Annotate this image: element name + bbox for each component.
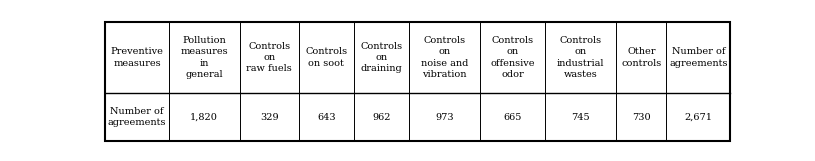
Text: Controls
on soot: Controls on soot	[305, 47, 347, 68]
Text: 643: 643	[317, 113, 336, 122]
Text: Controls
on
noise and
vibration: Controls on noise and vibration	[421, 36, 468, 79]
Text: Number of
agreements: Number of agreements	[669, 47, 728, 68]
Text: 329: 329	[260, 113, 279, 122]
Text: Preventive
measures: Preventive measures	[111, 47, 164, 68]
Text: Controls
on
draining: Controls on draining	[360, 42, 403, 73]
Text: Pollution
measures
in
general: Pollution measures in general	[180, 36, 228, 79]
Text: Controls
on
industrial
wastes: Controls on industrial wastes	[557, 36, 605, 79]
Text: 973: 973	[435, 113, 454, 122]
Text: 745: 745	[571, 113, 590, 122]
Text: 962: 962	[372, 113, 390, 122]
Text: 730: 730	[632, 113, 650, 122]
Text: Other
controls: Other controls	[621, 47, 662, 68]
Text: Controls
on
raw fuels: Controls on raw fuels	[246, 42, 292, 73]
Text: Number of
agreements: Number of agreements	[108, 107, 166, 127]
Text: 665: 665	[504, 113, 522, 122]
Text: Controls
on
offensive
odor: Controls on offensive odor	[491, 36, 535, 79]
Text: 2,671: 2,671	[685, 113, 712, 122]
Text: 1,820: 1,820	[190, 113, 218, 122]
